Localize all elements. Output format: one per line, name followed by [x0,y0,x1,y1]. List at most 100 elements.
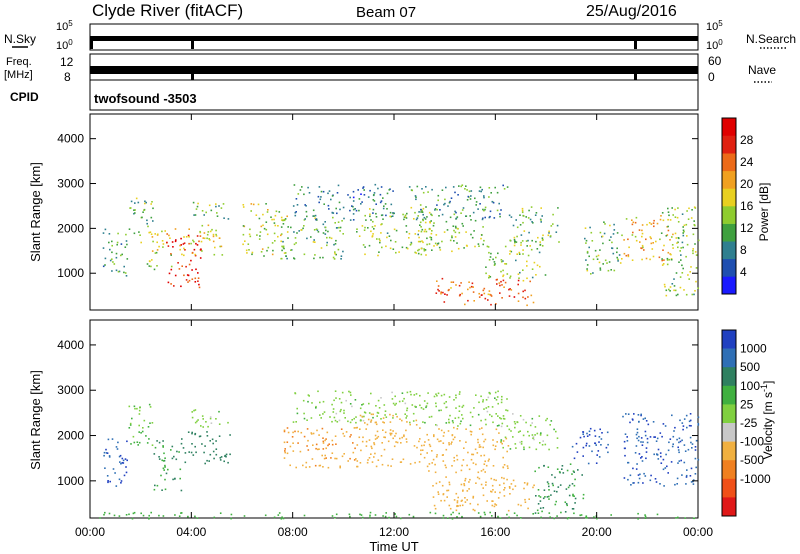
cell-0-16 [662,219,665,222]
cell-0-5 [218,205,220,207]
cell-1-3 [209,453,212,456]
cell-1-14 [637,439,640,442]
cell-0-11 [454,231,457,234]
cell-0-7 [340,255,343,257]
cell-1-15 [349,515,351,518]
cell-1-9 [428,463,431,465]
cell-0-16 [652,242,654,244]
cell-0-17 [675,237,678,239]
cell-0-8 [352,190,355,193]
cell-0-15 [585,259,587,261]
cell-1-11 [500,425,503,428]
cell-0-7 [326,241,328,244]
cell-1-14 [678,451,680,454]
cell-1-9 [453,456,455,459]
cell-1-5 [315,443,318,446]
cell-0-12 [490,295,493,297]
cell-0-10 [422,218,424,221]
cell-0-16 [635,216,638,219]
cell-1-10 [432,485,434,487]
cell-1-12 [553,490,556,492]
cell-1-14 [684,450,687,452]
cell-1-5 [283,430,286,433]
cell-0-14 [532,222,534,224]
cell-1-13 [587,462,590,465]
cell-0-13 [541,237,544,239]
cell-0-9 [404,216,407,218]
cell-0-15 [590,231,593,234]
cell-1-15 [644,515,647,518]
cell-0-15 [586,269,589,272]
cell-0-9 [363,229,366,231]
cell-0-9 [378,238,381,240]
cell-0-10 [483,195,485,197]
cell-0-0 [113,263,116,265]
cell-1-6 [354,399,357,401]
velocity-colorbar-segment [722,478,736,498]
cell-0-10 [496,191,499,194]
cell-1-8 [440,409,442,412]
cell-1-2 [162,445,164,447]
cell-0-1 [152,220,154,222]
cell-1-11 [531,434,534,436]
cell-0-16 [656,222,659,225]
power-ylabel: Slant Range [km] [28,162,43,262]
cell-1-6 [368,412,371,414]
cell-0-11 [474,245,476,248]
cell-1-12 [535,495,537,497]
cell-1-15 [277,514,280,516]
cell-0-11 [456,242,458,244]
cell-0-10 [506,186,509,188]
cell-0-2 [148,231,150,234]
cell-0-13 [502,260,504,262]
cell-1-2 [164,478,166,481]
cell-0-11 [433,245,435,247]
cell-0-17 [667,211,670,213]
cell-0-8 [389,211,392,214]
cell-0-17 [688,278,690,280]
cell-0-9 [416,217,419,219]
cell-1-7 [399,437,401,440]
cell-0-7 [332,256,335,259]
cell-1-0 [122,462,125,464]
cell-0-10 [425,206,427,208]
cell-1-14 [681,474,683,476]
cell-1-7 [368,439,371,441]
cell-0-7 [313,239,315,241]
y-tick-label: 3000 [57,177,84,191]
cell-0-15 [598,261,601,264]
cell-1-9 [470,458,473,461]
cell-0-8 [380,200,383,202]
cell-0-10 [470,195,472,197]
cell-1-2 [158,441,161,444]
cell-1-1 [151,444,154,446]
cell-1-7 [377,435,380,438]
cell-0-15 [617,258,619,261]
cell-1-3 [199,435,202,437]
nsearch-label: N.Search [746,32,796,46]
cell-1-7 [370,445,373,448]
cell-0-17 [680,254,682,256]
cell-1-7 [365,440,368,443]
cell-0-13 [487,246,490,248]
cell-1-15 [477,512,480,514]
cell-1-3 [220,456,223,458]
cell-0-10 [439,209,441,211]
cell-1-5 [324,439,326,442]
cell-0-17 [675,272,678,274]
cell-0-8 [304,204,306,206]
cell-0-3 [177,262,179,264]
cell-1-5 [322,466,324,468]
cell-1-7 [371,461,374,463]
cell-1-9 [483,440,485,443]
cell-0-6 [271,218,273,221]
cell-0-11 [437,242,440,245]
cell-1-5 [322,448,325,450]
cell-0-14 [527,217,530,219]
cell-1-9 [470,431,473,433]
cell-1-14 [642,418,645,420]
cell-1-8 [420,407,423,409]
cell-1-10 [464,497,466,499]
cell-1-7 [365,428,367,430]
cell-1-10 [441,484,444,487]
